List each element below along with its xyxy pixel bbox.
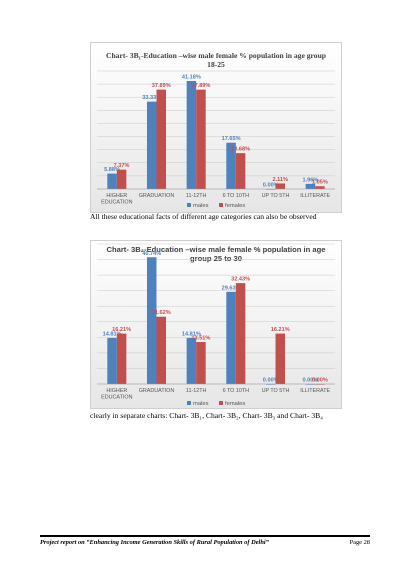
bar-females (235, 153, 246, 189)
bar-females (116, 333, 127, 384)
category-label: 11-12TH (186, 193, 207, 199)
body-text: clearly in separate charts: Chart- 3B₁, … (90, 411, 323, 420)
data-label: 29.63% (222, 285, 241, 291)
chart-title: Chart- 3B₂-Education –wise male female %… (106, 245, 326, 263)
data-label: 21.62% (152, 310, 171, 316)
data-label: 16.21% (271, 327, 290, 333)
category-label: ILLITERATE (300, 193, 330, 199)
chart-title: Chart- 3B₁-Education –wise male female %… (105, 51, 327, 69)
data-label: 32.43% (231, 277, 250, 283)
data-label: 33.33% (142, 95, 161, 101)
data-label: 0.00% (263, 183, 279, 189)
bar-females (116, 169, 127, 189)
data-label: 37.89% (152, 83, 171, 89)
data-label: 41.18% (182, 75, 201, 81)
bar-males (226, 142, 236, 189)
data-label: 14.81% (182, 331, 201, 337)
bar-plot: 14.81%16.21%HIGHEREDUCATION40.74%21.62%G… (97, 243, 335, 407)
data-label: 14.81% (103, 331, 122, 337)
bar-males (146, 101, 157, 189)
data-label: 13.51% (191, 335, 210, 341)
bar-males (226, 291, 236, 384)
bar-males (186, 337, 197, 384)
category-label: 11-12TH (186, 388, 207, 394)
category-label: GRADUATION (139, 193, 175, 199)
bar-males (146, 257, 157, 384)
category-label: EDUCATION (101, 395, 132, 401)
chart-education-18-25: Chart- 3B₁-Education –wise male female %… (90, 42, 342, 213)
legend-label: females (225, 401, 245, 407)
bar-males (186, 81, 197, 189)
data-label: 1.96% (302, 177, 318, 183)
category-label: HIGHER (106, 193, 127, 199)
category-label: GRADUATION (139, 388, 175, 394)
category-label: EDUCATION (101, 200, 132, 206)
bar-females (315, 186, 325, 189)
data-label: 40.74% (142, 251, 161, 257)
bar-females (275, 183, 286, 189)
category-label: 6 TO 10TH (223, 193, 250, 199)
body-text: All these educational facts of different… (90, 212, 317, 221)
bar-males (107, 337, 117, 384)
bar-females (275, 333, 286, 384)
legend-swatch-females (219, 203, 223, 207)
category-label: UP TO 5TH (262, 388, 290, 394)
bar-males (305, 183, 316, 189)
data-label: 17.65% (222, 136, 241, 142)
legend-label: females (225, 203, 245, 209)
data-label: 7.37% (114, 163, 130, 169)
chart-education-25-30: Chart- 3B₂-Education –wise male female %… (90, 240, 342, 409)
legend-label: males (193, 401, 209, 407)
data-label: 1.05% (312, 180, 328, 186)
bar-females (196, 341, 206, 384)
category-label: UP TO 5TH (262, 193, 290, 199)
legend-swatch-males (187, 401, 191, 405)
bar-females (156, 89, 167, 189)
legend-swatch-females (219, 401, 223, 405)
data-label: 13.68% (231, 147, 250, 153)
footer-divider (40, 535, 370, 537)
data-label: 5.88% (104, 167, 120, 173)
bar-males (107, 173, 117, 189)
bar-females (196, 89, 206, 189)
data-label: 0.00% (263, 378, 279, 384)
bar-females (235, 283, 246, 384)
legend-label: males (193, 203, 209, 209)
data-label: 16.21% (112, 327, 131, 333)
data-label: 0.00% (302, 378, 318, 384)
data-label: 37.89% (191, 83, 210, 89)
category-label: ILLITERATE (300, 388, 330, 394)
category-label: HIGHER (106, 388, 127, 394)
data-label: 0.00% (312, 378, 328, 384)
category-label: 6 TO 10TH (223, 388, 250, 394)
data-label: 2.11% (272, 177, 288, 183)
bar-females (156, 316, 167, 384)
page-number: Page 28 (349, 539, 370, 546)
footer-report-title: Project report on “Enhancing Income Gene… (40, 539, 269, 546)
legend-swatch-males (187, 203, 191, 207)
